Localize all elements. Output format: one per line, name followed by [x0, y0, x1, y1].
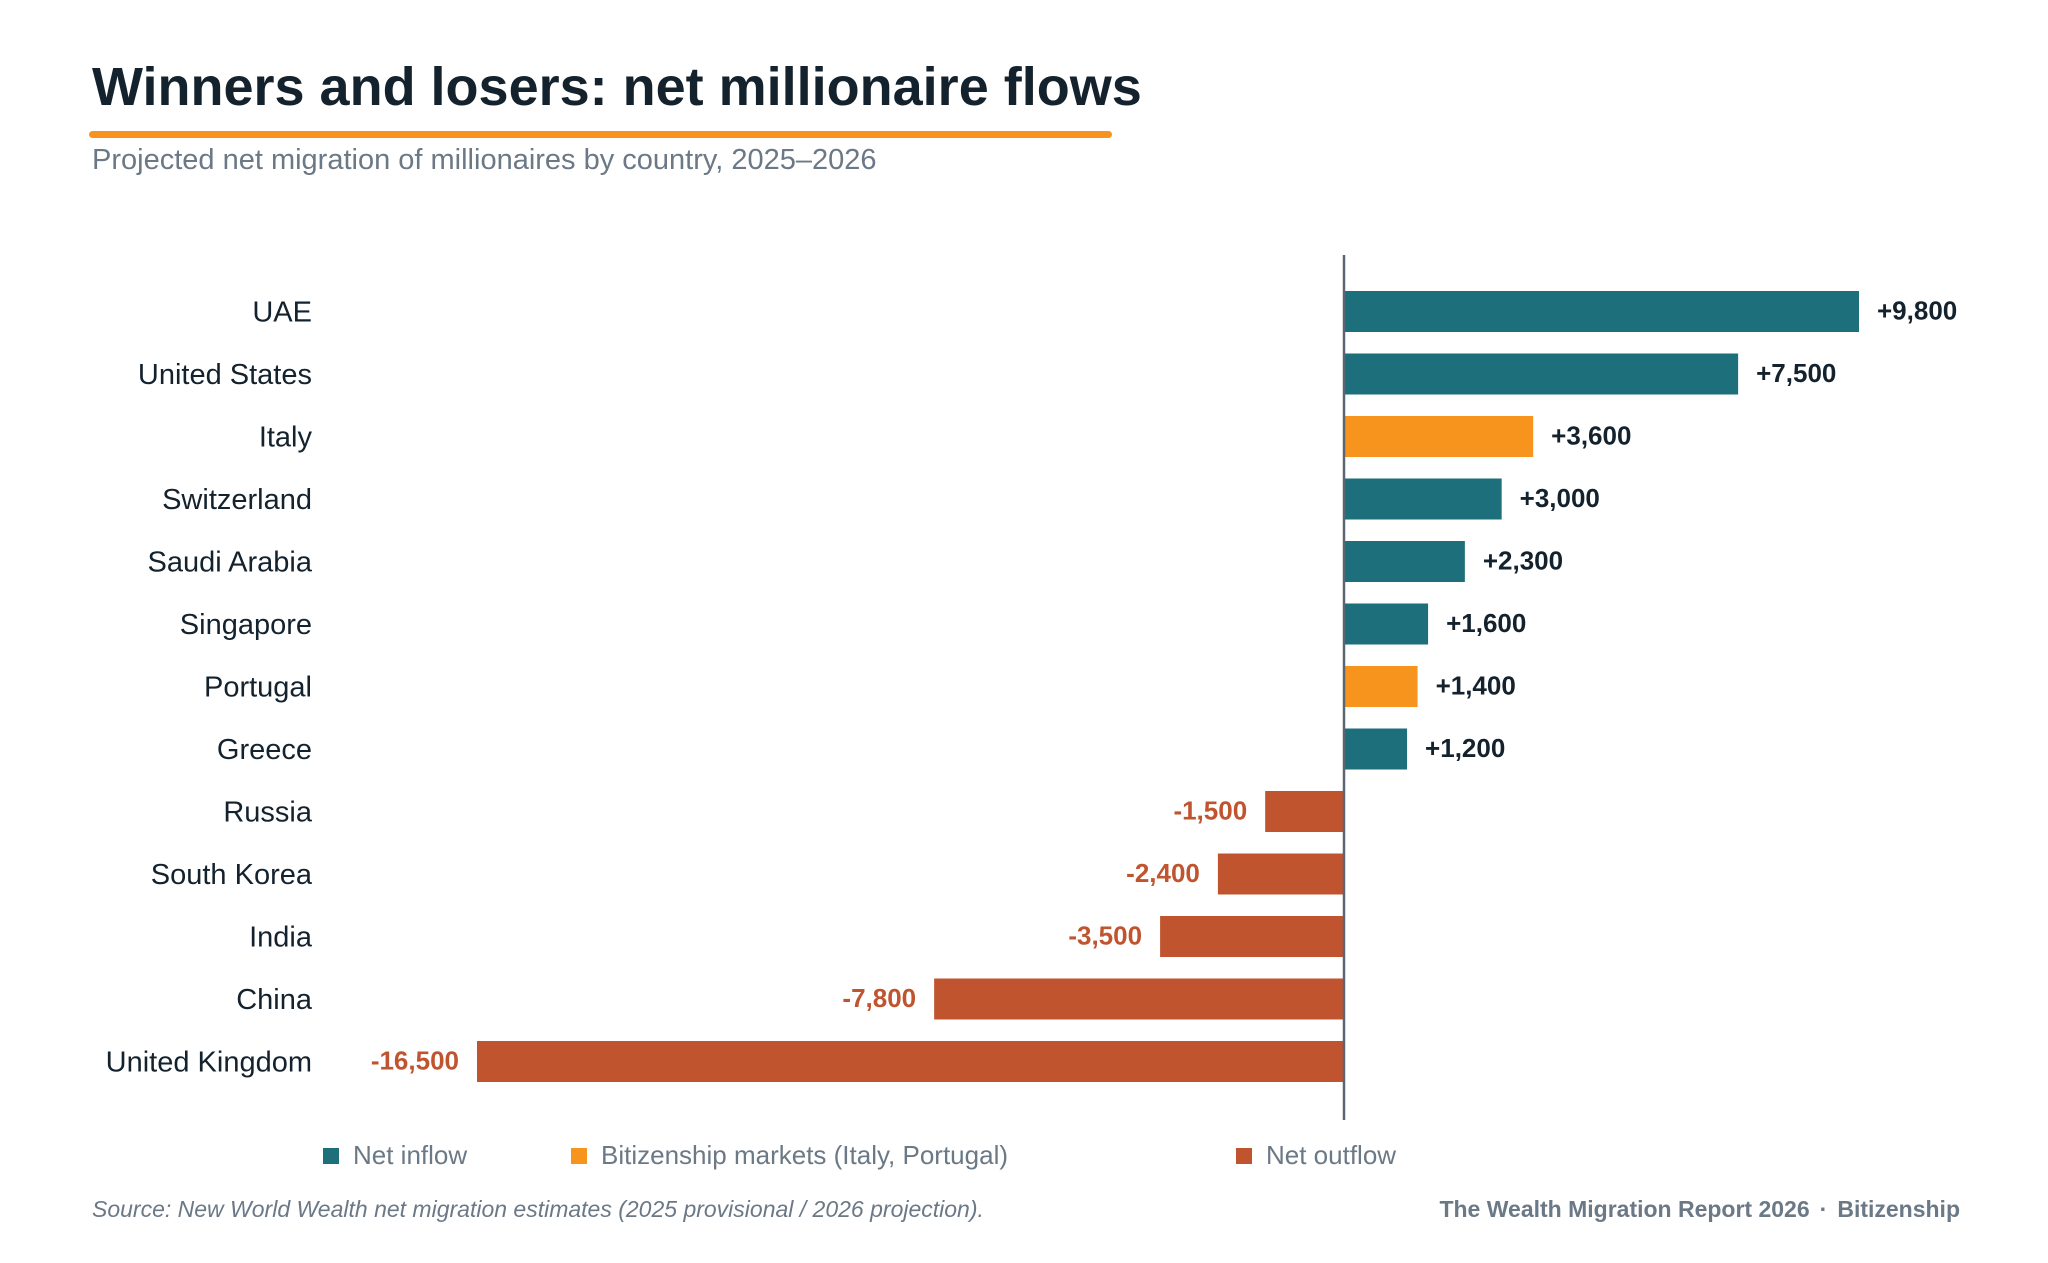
category-label-switzerland: Switzerland — [162, 484, 312, 516]
category-label-portugal: Portugal — [204, 672, 312, 704]
value-label-saudi-arabia: +2,300 — [1483, 546, 1563, 576]
value-label-uae: +9,800 — [1877, 296, 1957, 326]
value-label-greece: +1,200 — [1425, 733, 1505, 763]
bar-south-korea — [1217, 853, 1344, 895]
category-label-greece: Greece — [217, 734, 312, 766]
source-note: Source: New World Wealth net migration e… — [92, 1196, 984, 1222]
chart-legend: Net inflow Bitizenship markets (Italy, P… — [0, 1140, 2048, 1180]
bar-united-states — [1344, 353, 1739, 395]
bar-portugal — [1344, 666, 1418, 707]
value-label-russia: -1,500 — [1173, 796, 1247, 826]
category-label-uae: UAE — [252, 297, 312, 329]
company-name: Bitizenship — [1837, 1196, 1960, 1222]
value-label-italy: +3,600 — [1551, 421, 1631, 451]
bar-uae — [1344, 291, 1859, 332]
category-label-united-kingdom: United Kingdom — [106, 1047, 312, 1079]
bar-russia — [1265, 791, 1344, 832]
value-label-united-kingdom: -16,500 — [371, 1046, 459, 1076]
category-label-russia: Russia — [223, 797, 313, 829]
bar-singapore — [1344, 603, 1429, 645]
legend-item-bitizenship: Bitizenship markets (Italy, Portugal) — [571, 1140, 1008, 1171]
category-label-italy: Italy — [259, 422, 313, 454]
category-label-united-states: United States — [138, 359, 312, 391]
bar-chart: UAE +9,800 United States +7,500 Italy +3,600 S… — [106, 255, 1957, 1120]
legend-item-outflow: Net outflow — [1236, 1140, 1396, 1171]
chart-subtitle: Projected net migration of millionaires … — [92, 144, 877, 176]
category-label-china: China — [236, 984, 313, 1016]
value-label-south-korea: -2,400 — [1126, 858, 1200, 888]
report-name: The Wealth Migration Report 2026 — [1439, 1196, 1810, 1222]
category-label-saudi-arabia: Saudi Arabia — [148, 547, 313, 579]
bar-united-kingdom — [477, 1041, 1344, 1082]
value-label-portugal: +1,400 — [1436, 671, 1516, 701]
value-label-india: -3,500 — [1068, 921, 1142, 951]
footer-brand: The Wealth Migration Report 2026 · Bitizen… — [1439, 1196, 1960, 1223]
legend-label-outflow: Net outflow — [1266, 1140, 1397, 1170]
category-label-india: India — [249, 922, 313, 954]
chart-title: Winners and losers: net millionaire flow… — [92, 57, 1142, 117]
legend-label-inflow: Net inflow — [353, 1140, 468, 1170]
legend-swatch-inflow — [323, 1147, 339, 1164]
value-label-united-states: +7,500 — [1756, 358, 1836, 388]
value-label-china: -7,800 — [842, 983, 916, 1013]
bar-india — [1160, 916, 1344, 957]
title-underline — [89, 131, 1112, 138]
legend-label-bitizenship: Bitizenship markets (Italy, Portugal) — [601, 1140, 1008, 1170]
value-label-switzerland: +3,000 — [1520, 483, 1600, 513]
bar-italy — [1344, 416, 1534, 457]
legend-swatch-outflow — [1236, 1147, 1252, 1164]
legend-swatch-bitizenship — [571, 1147, 587, 1164]
bar-china — [934, 978, 1344, 1020]
category-label-singapore: Singapore — [180, 609, 312, 641]
category-label-south-korea: South Korea — [151, 859, 313, 891]
bar-greece — [1344, 728, 1408, 770]
legend-item-inflow: Net inflow — [323, 1140, 467, 1171]
footer-separator: · — [1819, 1196, 1828, 1222]
bar-saudi-arabia — [1344, 541, 1465, 582]
value-label-singapore: +1,600 — [1446, 608, 1526, 638]
bar-switzerland — [1344, 478, 1502, 520]
